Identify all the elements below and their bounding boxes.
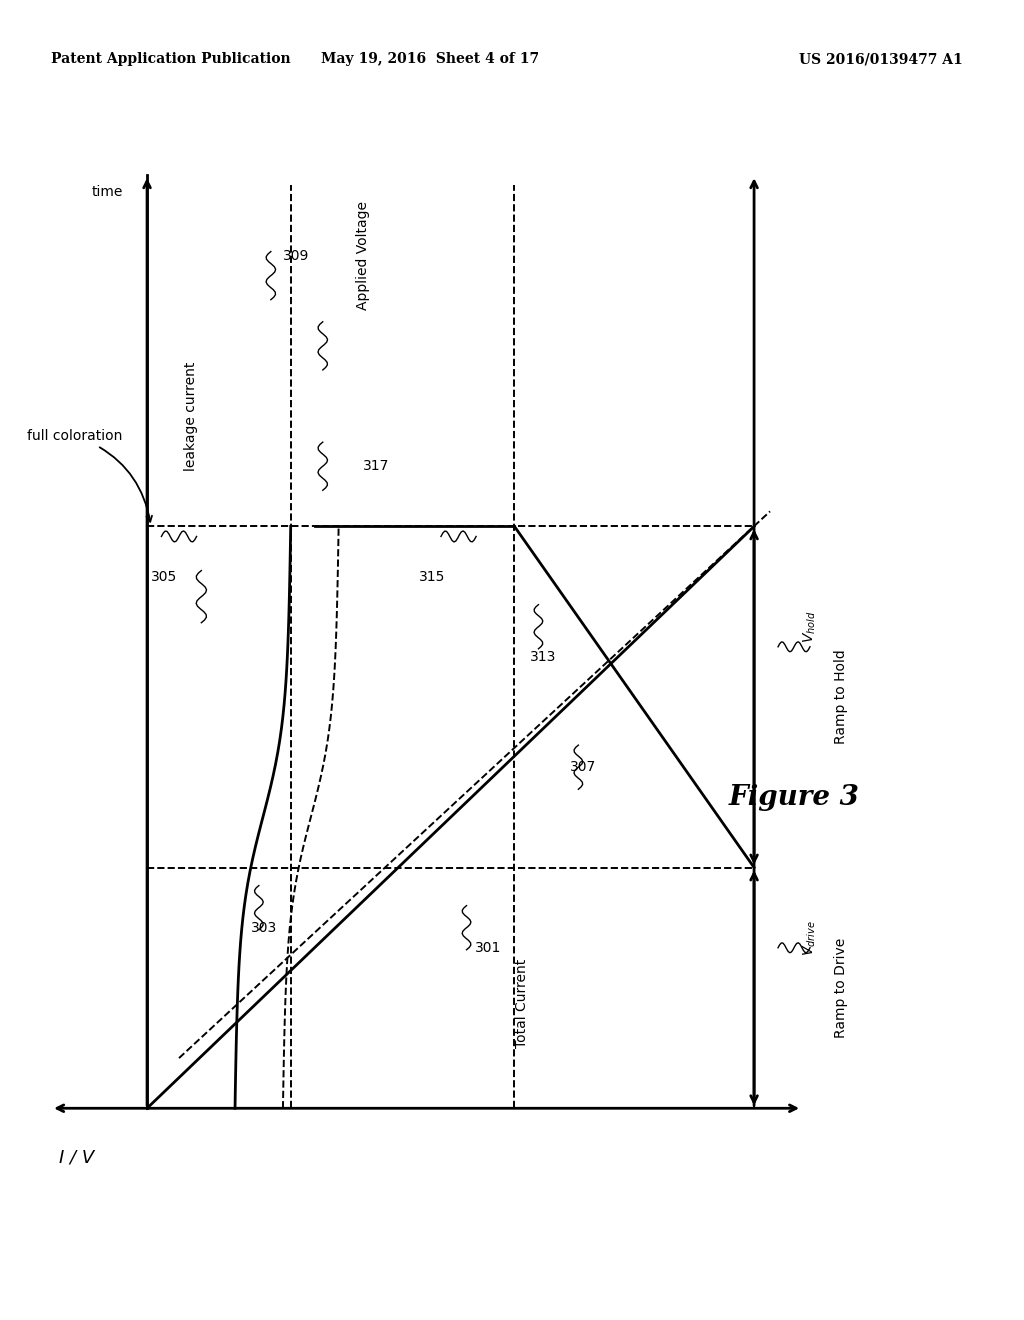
Text: Figure 3: Figure 3 [728, 784, 859, 810]
Text: Applied Voltage: Applied Voltage [355, 201, 370, 310]
Text: 309: 309 [283, 248, 309, 263]
Text: full coloration: full coloration [28, 429, 152, 521]
Text: 317: 317 [362, 459, 389, 474]
Text: leakage current: leakage current [184, 362, 198, 471]
Text: 313: 313 [530, 649, 557, 664]
Text: $V_{hold}$: $V_{hold}$ [802, 610, 818, 643]
Text: I / V: I / V [59, 1148, 94, 1167]
Text: 315: 315 [419, 569, 445, 583]
Text: 303: 303 [251, 920, 278, 935]
Text: US 2016/0139477 A1: US 2016/0139477 A1 [799, 53, 963, 66]
Text: time: time [92, 185, 123, 199]
Text: 307: 307 [570, 760, 597, 775]
Text: Ramp to Hold: Ramp to Hold [834, 649, 848, 744]
Text: Ramp to Drive: Ramp to Drive [834, 937, 848, 1038]
Text: Total Current: Total Current [515, 958, 529, 1048]
Text: May 19, 2016  Sheet 4 of 17: May 19, 2016 Sheet 4 of 17 [321, 53, 540, 66]
Text: 301: 301 [474, 941, 501, 954]
Text: $V_{drive}$: $V_{drive}$ [802, 920, 818, 956]
Text: 305: 305 [152, 569, 177, 583]
Text: Patent Application Publication: Patent Application Publication [51, 53, 291, 66]
